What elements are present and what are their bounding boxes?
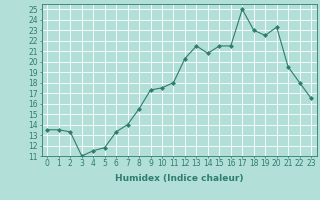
- X-axis label: Humidex (Indice chaleur): Humidex (Indice chaleur): [115, 174, 244, 183]
